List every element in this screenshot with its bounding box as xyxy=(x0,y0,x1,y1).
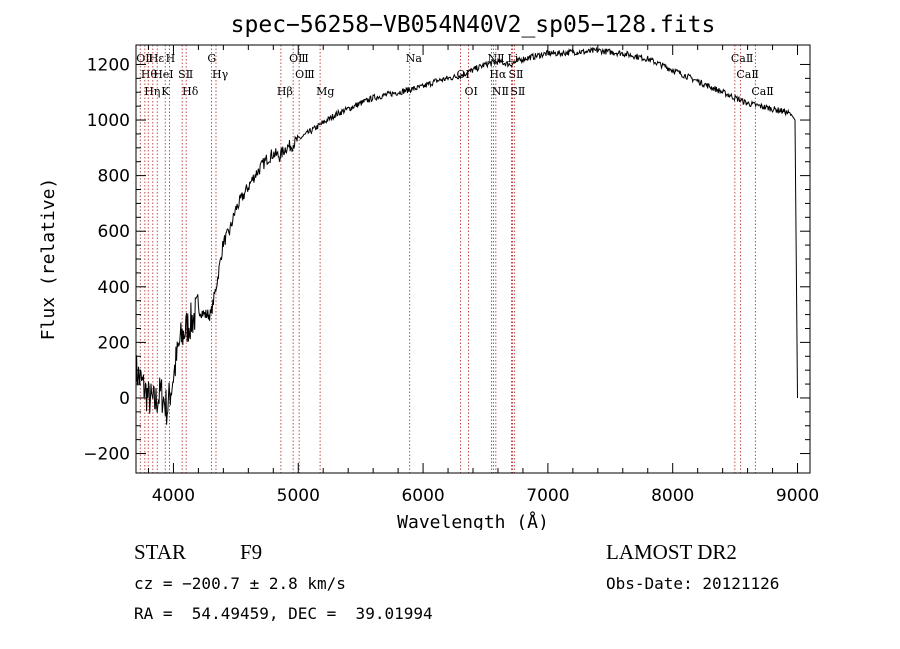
x-tick-label: 5000 xyxy=(277,486,320,506)
spectral-line-label: NⅡ xyxy=(492,85,509,98)
spectral-line-label: Hβ xyxy=(277,85,293,98)
survey-name: LAMOST DR2 xyxy=(606,540,737,564)
spectral-line-label: Hα xyxy=(489,68,507,81)
spectral-line-label: SⅡ xyxy=(508,68,523,81)
spectral-line-label: CaⅡ xyxy=(731,52,753,65)
spectral-line-label: Hθ xyxy=(141,68,158,81)
spectral-line-label: Hη xyxy=(144,85,160,98)
y-tick-label: 0 xyxy=(119,389,130,409)
spectral-line-label: Hγ xyxy=(212,68,229,81)
spectrum-chart: spec−56258−VB054N40V2_sp05−128.fitsOⅡHθH… xyxy=(38,12,819,530)
plot-frame xyxy=(135,44,811,474)
y-tick-label: 800 xyxy=(98,167,130,187)
spectral-line-label: OⅢ xyxy=(295,68,315,81)
spectral-line-label: CaⅡ xyxy=(736,68,758,81)
y-tick-label: 400 xyxy=(98,278,130,298)
spectral-line-label: SⅡ xyxy=(510,85,525,98)
spectral-line-label: Na xyxy=(406,52,423,65)
x-tick-label: 4000 xyxy=(152,486,195,506)
y-tick-label: 1000 xyxy=(87,111,130,131)
object-class: STAR xyxy=(134,540,186,564)
spectral-line-label: SⅡ xyxy=(178,68,193,81)
obs-date: Obs-Date: 20121126 xyxy=(606,574,780,593)
spectral-line-label: Li xyxy=(507,52,518,65)
coordinates: RA = 54.49459, DEC = 39.01994 xyxy=(134,604,433,623)
object-subclass: F9 xyxy=(240,540,263,564)
y-axis-label: Flux (relative) xyxy=(38,178,59,341)
x-tick-label: 9000 xyxy=(776,486,819,506)
x-tick-label: 7000 xyxy=(526,486,569,506)
spectral-line-label: Hε xyxy=(149,52,165,65)
x-axis-label: Wavelength (Å) xyxy=(397,511,549,530)
spectral-line-label: OⅢ xyxy=(289,52,309,65)
spectral-line-label: G xyxy=(207,52,216,65)
spectral-line-label: K xyxy=(161,85,170,98)
y-tick-label: 200 xyxy=(98,333,130,353)
spectral-line-label: Hδ xyxy=(182,85,199,98)
spectral-line-label: OΙ xyxy=(465,85,478,98)
spectral-line-label: CaⅡ xyxy=(751,85,773,98)
spectral-line-label: H xyxy=(166,52,176,65)
chart-title: spec−56258−VB054N40V2_sp05−128.fits xyxy=(231,12,716,38)
spectral-line-label: OⅡ xyxy=(136,52,153,65)
y-tick-label: −200 xyxy=(83,445,130,465)
spectral-line-label: HeΙ xyxy=(153,68,173,81)
spectral-line-label: Mg xyxy=(316,85,334,98)
redshift-cz: cz = −200.7 ± 2.8 km/s xyxy=(134,574,346,593)
y-tick-label: 1200 xyxy=(87,55,130,75)
x-tick-label: 8000 xyxy=(651,486,694,506)
y-tick-label: 600 xyxy=(98,222,130,242)
x-tick-label: 6000 xyxy=(401,486,444,506)
flux-series-line xyxy=(135,46,798,425)
